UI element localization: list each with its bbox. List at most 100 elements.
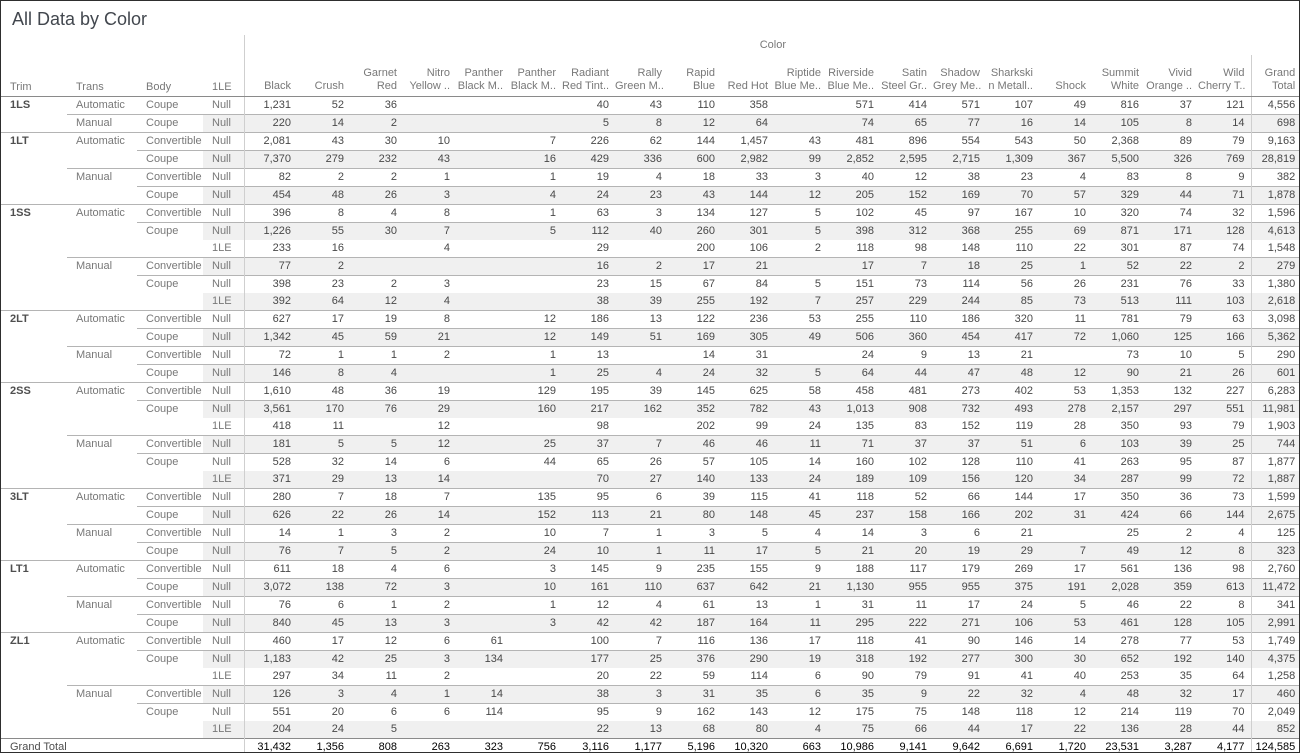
- body-header-cell[interactable]: Coupe: [137, 614, 203, 633]
- value-cell[interactable]: 34: [1039, 471, 1092, 489]
- value-cell[interactable]: 5,500: [1092, 150, 1145, 169]
- body-header-cell[interactable]: Coupe: [137, 453, 203, 471]
- value-cell[interactable]: 4: [615, 596, 668, 615]
- value-cell[interactable]: 396: [243, 204, 297, 223]
- value-cell[interactable]: 269: [986, 560, 1039, 579]
- column-header[interactable]: Crush: [297, 55, 350, 97]
- value-cell[interactable]: 83: [914, 420, 927, 432]
- value-cell[interactable]: 226: [562, 132, 615, 151]
- value-cell[interactable]: 166: [933, 506, 986, 525]
- 1le-header-cell[interactable]: Null: [203, 560, 244, 579]
- value-cell[interactable]: 24: [668, 364, 721, 383]
- value-cell[interactable]: 8: [1198, 596, 1251, 615]
- trim-header-cell[interactable]: 3LT: [1, 488, 67, 507]
- value-cell[interactable]: 192: [721, 293, 774, 311]
- value-cell[interactable]: 53: [774, 310, 827, 329]
- value-cell[interactable]: 106: [749, 242, 768, 254]
- value-cell[interactable]: 24: [827, 346, 880, 365]
- value-cell[interactable]: [509, 471, 562, 489]
- value-cell[interactable]: 23: [615, 186, 668, 205]
- value-cell[interactable]: 255: [986, 222, 1039, 240]
- value-cell[interactable]: [456, 364, 509, 383]
- value-cell[interactable]: 7: [509, 132, 562, 151]
- trans-header-cell[interactable]: [67, 329, 137, 347]
- 1le-header-cell[interactable]: Null: [212, 99, 231, 111]
- value-cell[interactable]: 600: [668, 150, 721, 169]
- 1le-header-cell[interactable]: Null: [203, 650, 244, 668]
- value-cell[interactable]: 80: [721, 721, 774, 739]
- column-header[interactable]: Rally Green M..: [615, 55, 668, 97]
- value-cell[interactable]: 38: [933, 168, 986, 187]
- value-cell[interactable]: [509, 685, 562, 704]
- value-cell[interactable]: 301: [1120, 242, 1139, 254]
- column-header[interactable]: Riverside Blue Me..: [827, 55, 880, 97]
- value-cell[interactable]: 77: [933, 114, 986, 133]
- body-header-cell[interactable]: Coupe: [137, 114, 203, 133]
- value-cell[interactable]: 318: [827, 650, 880, 668]
- value-cell[interactable]: 6: [297, 596, 350, 615]
- value-cell[interactable]: 25: [1198, 435, 1251, 454]
- value-cell[interactable]: 481: [880, 382, 933, 401]
- value-cell[interactable]: [403, 721, 456, 739]
- value-cell[interactable]: 50: [1039, 132, 1092, 151]
- column-header[interactable]: Garnet Red: [350, 55, 403, 97]
- trim-header-cell[interactable]: [1, 651, 67, 669]
- value-cell[interactable]: 5: [350, 542, 403, 561]
- value-cell[interactable]: 59: [702, 670, 715, 682]
- value-cell[interactable]: 12: [350, 632, 403, 651]
- value-cell[interactable]: 72: [1198, 471, 1251, 489]
- value-cell[interactable]: 75: [880, 703, 933, 721]
- value-cell[interactable]: 6: [933, 524, 986, 543]
- value-cell[interactable]: 3: [615, 204, 668, 223]
- value-cell[interactable]: 4: [1039, 168, 1092, 187]
- value-cell[interactable]: 3: [509, 560, 562, 579]
- value-cell[interactable]: 74: [1232, 242, 1245, 254]
- value-cell[interactable]: 1: [350, 596, 403, 615]
- value-cell[interactable]: 35: [827, 685, 880, 704]
- value-cell[interactable]: 110: [880, 310, 933, 329]
- value-cell[interactable]: 2: [814, 242, 821, 254]
- value-cell[interactable]: 192: [880, 650, 933, 668]
- value-cell[interactable]: 611: [243, 560, 297, 579]
- column-total-cell[interactable]: 323: [456, 738, 509, 752]
- value-cell[interactable]: 360: [880, 328, 933, 347]
- value-cell[interactable]: 229: [880, 293, 933, 311]
- value-cell[interactable]: 41: [1039, 453, 1092, 471]
- value-cell[interactable]: 350: [1120, 420, 1139, 432]
- value-cell[interactable]: 113: [562, 506, 615, 525]
- trim-header-cell[interactable]: [1, 686, 67, 704]
- trans-header-cell[interactable]: [67, 187, 137, 205]
- value-cell[interactable]: 148: [961, 242, 980, 254]
- value-cell[interactable]: 75: [827, 721, 880, 739]
- value-cell[interactable]: [774, 97, 827, 115]
- value-cell[interactable]: 27: [615, 471, 668, 489]
- value-cell[interactable]: 14: [243, 524, 297, 543]
- value-cell[interactable]: 135: [509, 488, 562, 507]
- value-cell[interactable]: [350, 240, 403, 258]
- value-cell[interactable]: 10: [509, 524, 562, 543]
- column-total-cell[interactable]: 5,196: [668, 738, 721, 752]
- value-cell[interactable]: 2: [403, 596, 456, 615]
- value-cell[interactable]: 77: [243, 257, 297, 276]
- value-cell[interactable]: 2,595: [880, 150, 933, 169]
- value-cell[interactable]: 73: [1039, 293, 1092, 311]
- value-cell[interactable]: 781: [1092, 310, 1145, 329]
- value-cell[interactable]: 122: [668, 310, 721, 329]
- 1le-header-cell[interactable]: Null: [203, 435, 244, 454]
- value-cell[interactable]: 84: [721, 275, 774, 293]
- value-cell[interactable]: 13: [350, 471, 403, 489]
- column-total-cell[interactable]: 663: [774, 738, 827, 752]
- value-cell[interactable]: 67: [668, 275, 721, 293]
- value-cell[interactable]: 4: [1198, 524, 1251, 543]
- 1le-header-cell[interactable]: 1LE: [203, 471, 244, 489]
- trans-header-cell[interactable]: [67, 276, 137, 294]
- column-total-cell[interactable]: 756: [509, 738, 562, 752]
- value-cell[interactable]: 5: [774, 275, 827, 293]
- value-cell[interactable]: 21: [403, 328, 456, 347]
- value-cell[interactable]: 14: [1039, 114, 1092, 133]
- trim-header-cell[interactable]: [1, 543, 67, 561]
- value-cell[interactable]: 17: [774, 632, 827, 651]
- row-field-label-body[interactable]: Body: [137, 55, 203, 97]
- value-cell[interactable]: 175: [827, 703, 880, 721]
- value-cell[interactable]: 3: [774, 168, 827, 187]
